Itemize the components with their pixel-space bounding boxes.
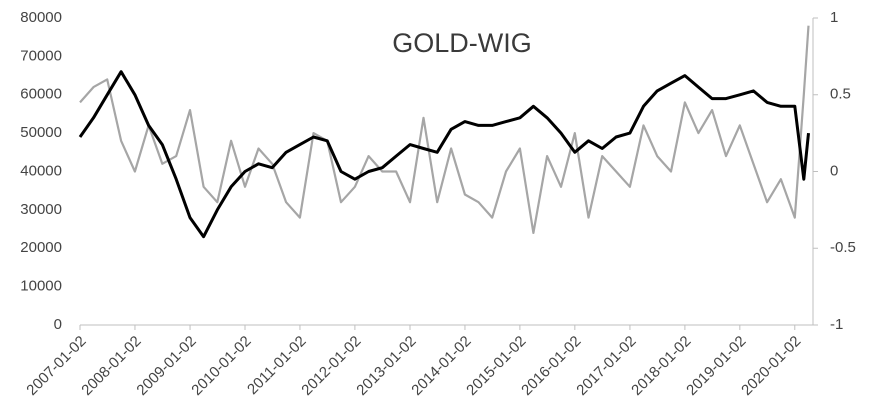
chart-title: GOLD-WIG — [392, 28, 532, 58]
y2-tick-label: -1 — [830, 316, 843, 333]
y2-tick-label: 1 — [830, 9, 838, 26]
y-tick-label: 0 — [54, 316, 62, 333]
x-tick-label: 2020-01-02 — [738, 333, 804, 399]
y-tick-label: 70000 — [20, 47, 62, 64]
y-tick-label: 60000 — [20, 86, 62, 103]
y2-tick-label: 0.5 — [830, 86, 851, 103]
y-tick-label: 30000 — [20, 201, 62, 218]
y-tick-label: 10000 — [20, 278, 62, 295]
x-tick-label: 2010-01-02 — [188, 333, 254, 399]
y-tick-label: 20000 — [20, 239, 62, 256]
y-tick-label: 40000 — [20, 162, 62, 179]
series-line — [78, 70, 810, 239]
y-tick-label: 50000 — [20, 124, 62, 141]
series-line — [79, 25, 810, 234]
y2-tick-label: -0.5 — [830, 239, 856, 256]
y2-tick-label: 0 — [830, 162, 838, 179]
y-tick-label: 80000 — [20, 9, 62, 26]
